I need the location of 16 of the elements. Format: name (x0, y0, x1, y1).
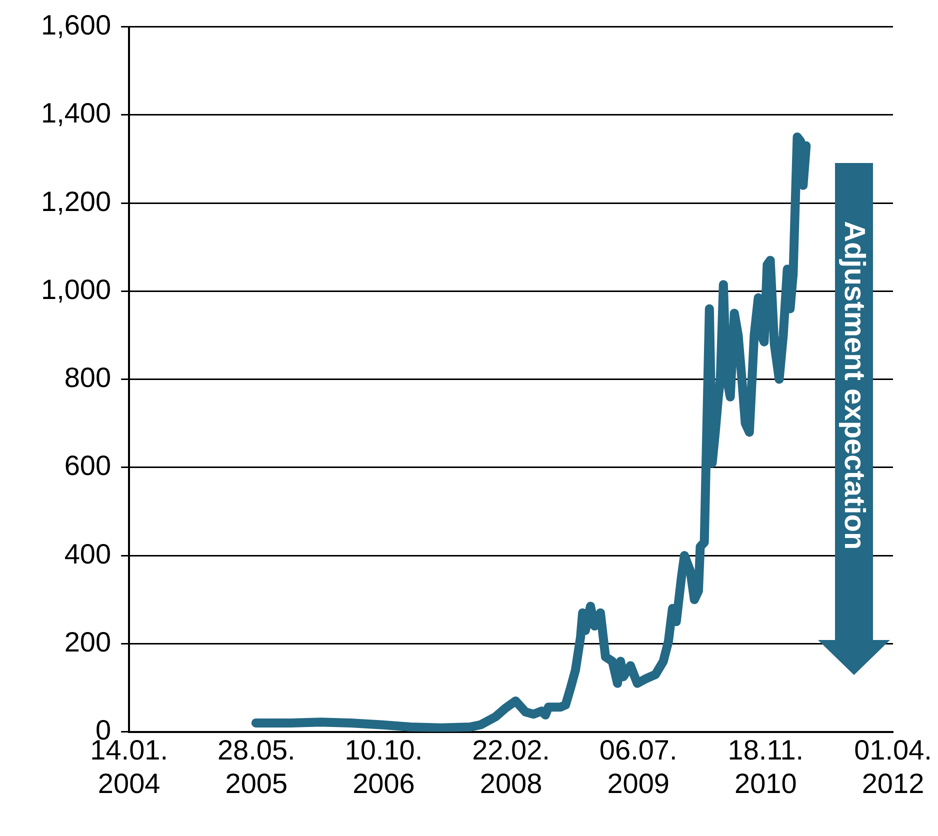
x-tick-label: 22.02. 2008 (472, 734, 550, 799)
y-tick-label: 1,200 (40, 186, 112, 217)
x-tick-label: 06.07. 2009 (599, 734, 678, 799)
down-arrow: Adjustment expectation (816, 163, 892, 677)
y-tick-label: 200 (64, 626, 112, 658)
x-tick-label: 10.10. 2006 (344, 734, 423, 799)
y-tick-label: 1,000 (40, 274, 112, 305)
y-tick-label: 1,600 (40, 10, 112, 41)
x-tick-label: 01.04. 2012 (854, 734, 932, 799)
y-tick-label: 600 (64, 450, 112, 482)
annotation: Adjustment expectation (838, 221, 870, 550)
y-tick-label: 400 (64, 538, 112, 570)
x-tick-label: 18.11. 2010 (728, 734, 804, 799)
x-tick-label: 28.05. 2005 (217, 734, 296, 799)
y-tick-label: 800 (64, 362, 112, 394)
y-tick-label: 1,400 (40, 98, 112, 129)
